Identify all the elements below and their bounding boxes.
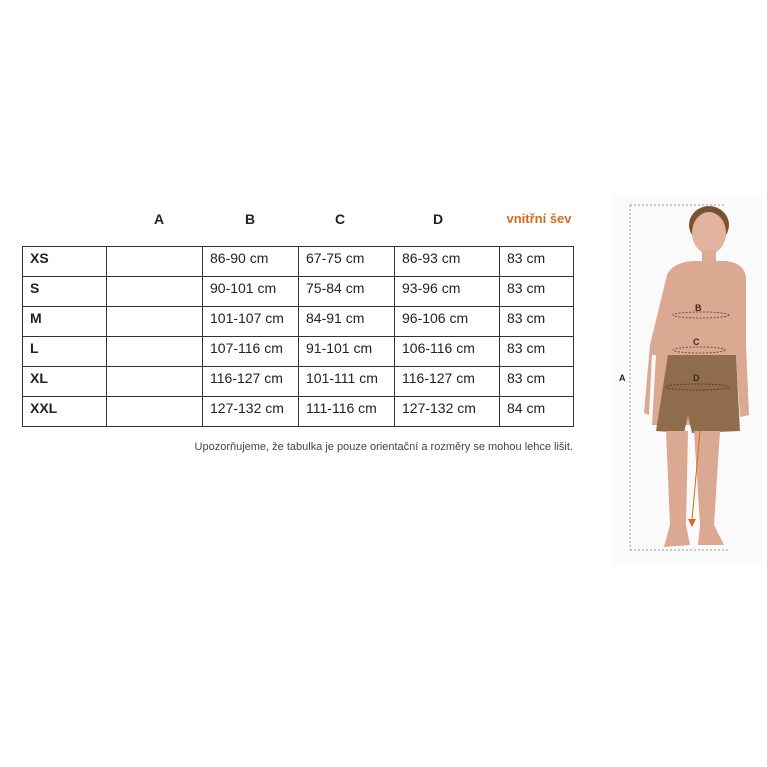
measurement-cell: 90-101 cm — [202, 276, 299, 307]
measurement-cell — [106, 276, 203, 307]
label-b: B — [695, 303, 702, 313]
table-row: XXL 127-132 cm 111-116 cm 127-132 cm 84 cm — [22, 396, 574, 427]
measurement-cell — [106, 246, 203, 277]
measurement-cell: 91-101 cm — [298, 336, 395, 367]
measurement-cell — [106, 306, 203, 337]
measurement-cell: 111-116 cm — [298, 396, 395, 427]
table-row: L 107-116 cm 91-101 cm 106-116 cm 83 cm — [22, 336, 574, 367]
measurement-cell: 93-96 cm — [394, 276, 500, 307]
measurement-cell: 84 cm — [499, 396, 574, 427]
table-row: XL 116-127 cm 101-111 cm 116-127 cm 83 cm — [22, 366, 574, 397]
table-row: S 90-101 cm 75-84 cm 93-96 cm 83 cm — [22, 276, 574, 307]
size-cell: M — [22, 306, 107, 337]
measurement-cell: 67-75 cm — [298, 246, 395, 277]
measurement-cell — [106, 366, 203, 397]
table-row: XS 86-90 cm 67-75 cm 86-93 cm 83 cm — [22, 246, 574, 277]
waist-line — [672, 346, 726, 354]
size-cell: S — [22, 276, 107, 307]
hip-line — [664, 383, 730, 391]
header-inseam: vnitřní šev — [506, 211, 572, 226]
measurement-cell: 83 cm — [499, 336, 574, 367]
size-cell: XS — [22, 246, 107, 277]
size-cell: XXL — [22, 396, 107, 427]
label-c: C — [693, 337, 700, 347]
person-silhouette — [644, 206, 749, 547]
body-measurement-figure: A B C D — [612, 195, 762, 565]
measurement-cell: 107-116 cm — [202, 336, 299, 367]
measurement-cell: 83 cm — [499, 306, 574, 337]
chest-line — [672, 311, 730, 319]
header-c: C — [334, 211, 346, 227]
disclaimer-note: Upozorňujeme, že tabulka je pouze orient… — [194, 441, 573, 453]
measurement-cell: 116-127 cm — [202, 366, 299, 397]
header-b: B — [244, 211, 256, 227]
inseam-arrow — [691, 430, 701, 521]
measurement-cell: 83 cm — [499, 246, 574, 277]
measurement-cell: 84-91 cm — [298, 306, 395, 337]
measurement-cell: 96-106 cm — [394, 306, 500, 337]
size-cell: XL — [22, 366, 107, 397]
measurement-cell — [106, 336, 203, 367]
label-a: A — [619, 373, 626, 383]
measurement-cell: 83 cm — [499, 276, 574, 307]
size-table: XS 86-90 cm 67-75 cm 86-93 cm 83 cm S 90-101 c… — [22, 246, 574, 427]
measurement-cell: 101-111 cm — [298, 366, 395, 397]
label-d: D — [693, 373, 700, 383]
measurement-cell: 127-132 cm — [202, 396, 299, 427]
header-d: D — [432, 211, 444, 227]
measurement-cell: 86-93 cm — [394, 246, 500, 277]
measurement-cell: 86-90 cm — [202, 246, 299, 277]
measurement-cell: 83 cm — [499, 366, 574, 397]
table-row: M 101-107 cm 84-91 cm 96-106 cm 83 cm — [22, 306, 574, 337]
measurement-cell: 75-84 cm — [298, 276, 395, 307]
measurement-cell — [106, 396, 203, 427]
measurement-cell: 101-107 cm — [202, 306, 299, 337]
measurement-cell: 106-116 cm — [394, 336, 500, 367]
header-a: A — [153, 211, 165, 227]
measurement-cell: 127-132 cm — [394, 396, 500, 427]
size-cell: L — [22, 336, 107, 367]
measurement-cell: 116-127 cm — [394, 366, 500, 397]
